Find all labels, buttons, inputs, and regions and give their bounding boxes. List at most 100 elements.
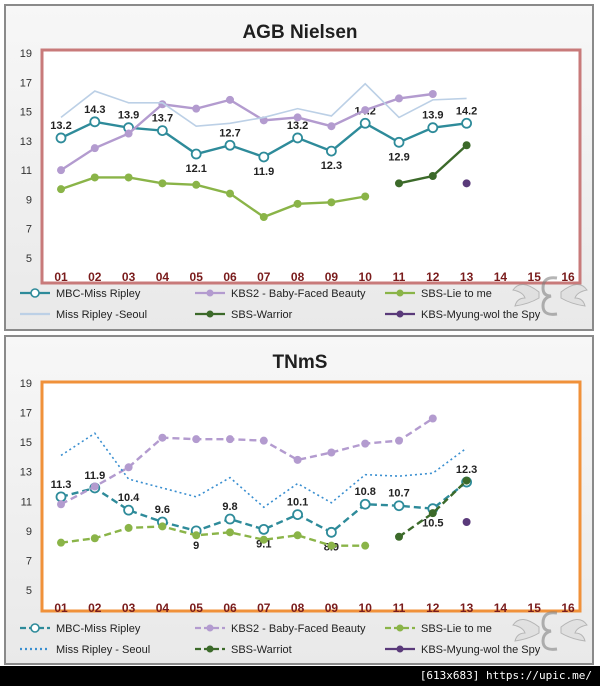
chart-title: AGB Nielsen	[242, 22, 357, 43]
series-line	[60, 92, 433, 172]
data-point	[325, 145, 337, 157]
legend-entry: Miss Ripley -Seoul	[20, 309, 147, 321]
legend-entry: MBC-Miss Ripley	[20, 623, 141, 635]
data-point	[57, 538, 65, 547]
data-label: 9.1	[256, 538, 271, 550]
data-point	[395, 94, 403, 103]
legend-marker	[206, 624, 214, 632]
y-tick-label: 9	[26, 194, 32, 206]
data-point	[395, 436, 403, 445]
wing-right	[560, 284, 588, 307]
series-0: 11.311.910.49.699.89.110.18.910.810.710.…	[51, 464, 478, 553]
data-label: 13.2	[287, 120, 308, 132]
series-2	[57, 173, 370, 221]
legend-marker	[396, 645, 404, 653]
x-tick-label: 08	[291, 601, 305, 615]
data-point	[90, 144, 99, 153]
x-tick-label: 06	[223, 270, 237, 284]
charts-svg: AGB Nielsen 5 7 9 11 13 15 17 19 01 02 03 04 05 06 07 08…	[20, 22, 588, 656]
series-line	[60, 82, 467, 128]
data-point	[462, 179, 471, 188]
data-point	[224, 139, 236, 151]
legend-entry: KBS2 - Baby-Faced Beauty	[195, 288, 366, 300]
x-tick-label: 07	[257, 270, 271, 284]
x-tick-label: 14	[494, 270, 508, 284]
data-point	[55, 491, 67, 503]
legend-label: KBS2 - Baby-Faced Beauty	[231, 623, 366, 635]
series-1	[57, 414, 437, 509]
y-tick-label: 7	[26, 555, 32, 567]
legend-marker	[206, 310, 214, 318]
legend-label: MBC-Miss Ripley	[56, 288, 141, 300]
x-tick-label: 02	[88, 270, 102, 284]
y-tick-label: 13	[20, 136, 32, 148]
legend-entry: SBS-Lie to me	[385, 623, 492, 635]
series-5	[462, 179, 471, 188]
y-tick-label: 11	[21, 496, 32, 508]
data-label: 9.6	[155, 504, 170, 516]
data-point	[192, 180, 201, 189]
x-tick-label: 16	[561, 601, 575, 615]
data-point	[90, 173, 99, 182]
x-tick-label: 13	[460, 270, 474, 284]
data-point	[462, 517, 471, 526]
legend-entry: KBS2 - Baby-Faced Beauty	[195, 623, 366, 635]
data-point	[192, 435, 201, 444]
x-tick-label: 14	[494, 601, 508, 615]
data-point	[124, 523, 133, 532]
data-label: 10.4	[118, 492, 140, 504]
data-point	[327, 541, 336, 550]
data-point	[124, 129, 133, 138]
y-tick-label: 5	[26, 585, 32, 597]
legend-marker	[30, 288, 40, 298]
x-tick-label: 15	[528, 601, 542, 615]
series-3	[60, 82, 467, 128]
data-point	[226, 528, 234, 537]
data-point	[226, 435, 234, 444]
data-point	[293, 199, 302, 208]
data-point	[428, 172, 437, 180]
x-tick-label: 08	[291, 270, 305, 284]
data-label: 12.3	[456, 464, 477, 476]
y-tick-label: 15	[20, 107, 32, 119]
logo-glyph	[541, 276, 558, 316]
data-point	[226, 95, 234, 104]
y-tick-label: 7	[26, 224, 32, 236]
legend-label: SBS-Warrior	[231, 309, 293, 321]
x-tick-label: 05	[190, 270, 204, 284]
legend-entry: SBS-Warriot	[195, 644, 292, 656]
data-label: 12.3	[321, 160, 342, 172]
data-point	[462, 476, 471, 485]
data-point	[359, 498, 371, 510]
data-label: 12.7	[219, 127, 240, 139]
data-point	[395, 532, 403, 541]
data-point	[292, 132, 304, 144]
data-point	[258, 151, 270, 163]
y-tick-label: 19	[20, 378, 32, 390]
y-tick-label: 11	[21, 165, 32, 177]
data-label: 14.2	[456, 105, 477, 117]
series-5	[462, 517, 471, 526]
footer-watermark: [613x683] https://upic.me/	[0, 666, 600, 686]
legend-entry: KBS-Myung-wol the Spy	[385, 309, 541, 321]
series-line	[60, 417, 434, 506]
x-tick-label: 03	[122, 601, 136, 615]
data-point	[259, 436, 268, 445]
data-label: 9.8	[222, 501, 237, 513]
data-point	[427, 122, 439, 134]
data-point	[156, 125, 168, 137]
y-tick-label: 17	[20, 408, 32, 420]
series-line	[60, 432, 468, 509]
legend-label: SBS-Lie to me	[421, 623, 492, 635]
series-3	[60, 432, 468, 509]
y-tick-label: 19	[20, 48, 32, 60]
data-label: 13.2	[50, 120, 71, 132]
x-tick-label: 01	[54, 270, 68, 284]
data-point	[259, 213, 268, 221]
data-point	[124, 173, 133, 182]
data-point	[258, 523, 270, 535]
data-point	[393, 500, 405, 512]
legend-label: Miss Ripley -Seoul	[56, 309, 147, 321]
data-point	[293, 113, 302, 122]
data-point	[293, 455, 302, 464]
